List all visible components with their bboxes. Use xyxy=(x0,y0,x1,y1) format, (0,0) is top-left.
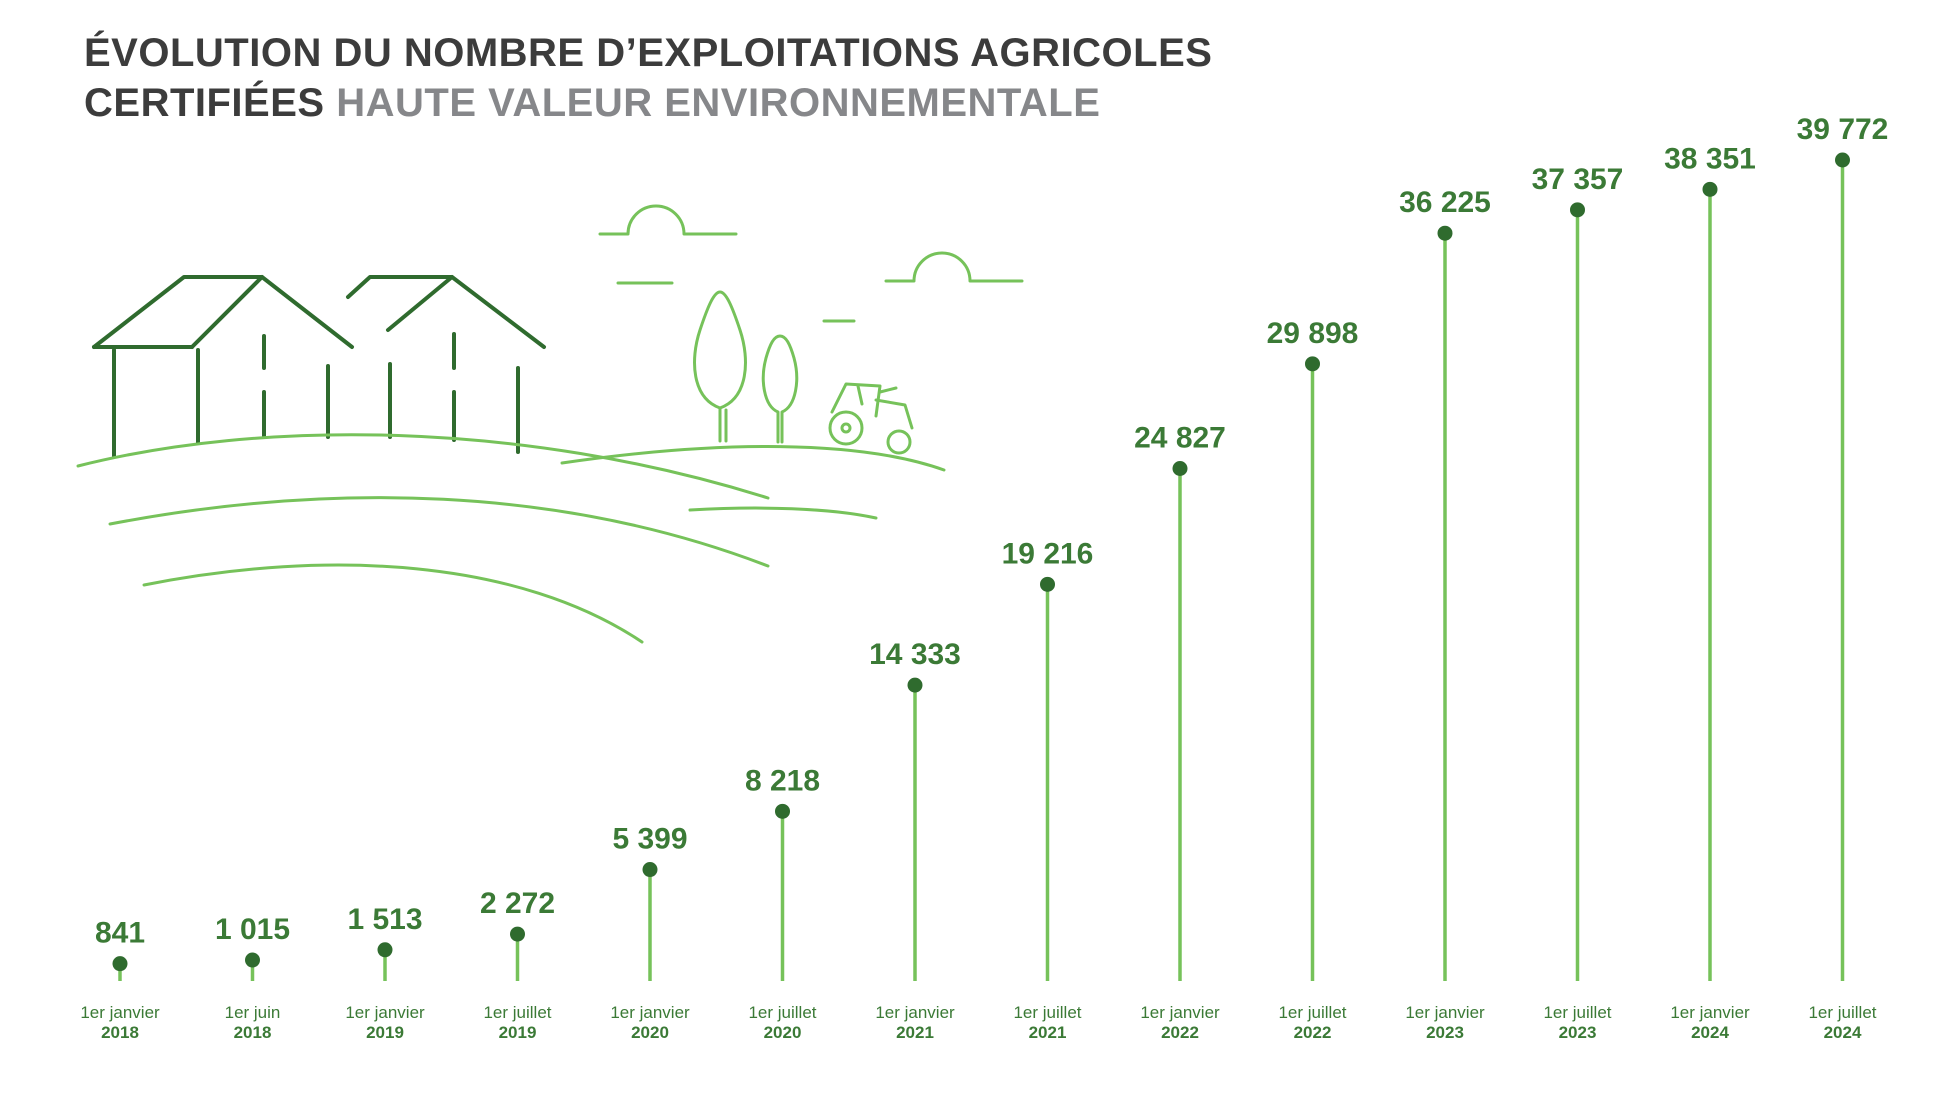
x-tick-label-date: 1er juin xyxy=(225,1003,281,1022)
lollipop-dot xyxy=(377,942,393,958)
x-tick-label-year: 2024 xyxy=(1824,1023,1862,1042)
data-label: 8 218 xyxy=(745,764,820,797)
lollipop-dot xyxy=(1702,181,1718,197)
x-tick-label-year: 2020 xyxy=(631,1023,669,1042)
x-tick-label-year: 2020 xyxy=(764,1023,802,1042)
x-tick-label-date: 1er janvier xyxy=(345,1003,425,1022)
x-tick-label-date: 1er janvier xyxy=(80,1003,160,1022)
x-tick-label-year: 2022 xyxy=(1161,1023,1199,1042)
lollipop-dot xyxy=(112,956,128,972)
x-tick-label-year: 2018 xyxy=(101,1023,139,1042)
lollipop-dot xyxy=(1835,152,1850,168)
x-tick-label-date: 1er juillet xyxy=(1808,1003,1876,1022)
data-label: 841 xyxy=(95,917,145,950)
lollipop-dot xyxy=(1570,202,1585,218)
lollipop-dot xyxy=(245,952,260,968)
lollipop-dot xyxy=(1172,461,1188,477)
x-tick-label-year: 2023 xyxy=(1559,1023,1597,1042)
x-tick-label-date: 1er janvier xyxy=(1405,1003,1485,1022)
x-tick-label-date: 1er janvier xyxy=(610,1003,690,1022)
data-label: 39 772 xyxy=(1797,113,1889,146)
data-label: 5 399 xyxy=(612,823,687,856)
title-line-2-light: HAUTE VALEUR ENVIRONNEMENTALE xyxy=(336,81,1101,125)
x-tick-label-date: 1er janvier xyxy=(1140,1003,1220,1022)
x-tick-label-year: 2019 xyxy=(499,1023,537,1042)
x-tick-label-year: 2021 xyxy=(896,1023,934,1042)
sun-icon xyxy=(598,204,1024,323)
lollipop-dot xyxy=(1437,225,1453,241)
data-label: 1 015 xyxy=(215,913,290,946)
title-line-2-dark: CERTIFIÉES xyxy=(84,81,325,125)
x-tick-label-date: 1er juillet xyxy=(1543,1003,1611,1022)
lollipop-dot xyxy=(907,677,923,693)
data-label: 29 898 xyxy=(1267,317,1359,350)
data-label: 19 216 xyxy=(1002,537,1094,570)
x-tick-label-date: 1er janvier xyxy=(1670,1003,1750,1022)
x-tick-label-year: 2018 xyxy=(234,1023,272,1042)
data-label: 1 513 xyxy=(347,903,422,936)
x-tick-label-year: 2022 xyxy=(1294,1023,1332,1042)
x-tick-label-date: 1er juillet xyxy=(483,1003,551,1022)
tractor-icon xyxy=(828,382,914,455)
x-tick-label-year: 2024 xyxy=(1691,1023,1729,1042)
x-tick-label-year: 2019 xyxy=(366,1023,404,1042)
lollipop-dot xyxy=(1040,576,1055,592)
data-label: 38 351 xyxy=(1664,142,1756,175)
lollipop-dot xyxy=(642,862,658,878)
x-tick-label-date: 1er juillet xyxy=(1013,1003,1081,1022)
farm-buildings-icon xyxy=(92,275,546,458)
x-tick-label-date: 1er juillet xyxy=(1278,1003,1346,1022)
data-label: 24 827 xyxy=(1134,422,1226,455)
x-tick-label-year: 2021 xyxy=(1029,1023,1067,1042)
data-label: 14 333 xyxy=(869,638,961,671)
chart-title: ÉVOLUTION DU NOMBRE D’EXPLOITATIONS AGRI… xyxy=(84,28,1212,128)
title-line-1: ÉVOLUTION DU NOMBRE D’EXPLOITATIONS AGRI… xyxy=(84,31,1213,75)
lollipop-dot xyxy=(775,803,790,819)
x-tick-label-date: 1er janvier xyxy=(875,1003,955,1022)
lollipop-dot xyxy=(1305,356,1320,372)
data-label: 2 272 xyxy=(480,887,555,920)
data-label: 36 225 xyxy=(1399,186,1491,219)
trees-icon xyxy=(693,290,799,444)
lollipop-dot xyxy=(510,926,525,942)
data-label: 37 357 xyxy=(1532,163,1624,196)
x-tick-label-year: 2023 xyxy=(1426,1023,1464,1042)
x-tick-label-date: 1er juillet xyxy=(748,1003,816,1022)
fields-icon xyxy=(76,433,946,644)
